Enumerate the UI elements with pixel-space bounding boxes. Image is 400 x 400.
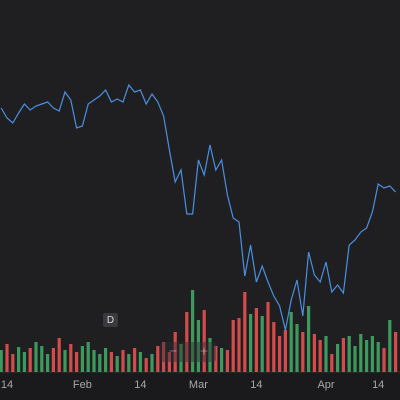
volume-bar [272, 322, 276, 372]
volume-bar [22, 352, 26, 372]
volume-bar [173, 332, 177, 372]
volume-bar [5, 344, 9, 372]
volume-bar [86, 342, 90, 372]
volume-bar [324, 336, 328, 372]
volume-bar [138, 352, 142, 372]
volume-bar [109, 352, 113, 372]
volume-bar [46, 354, 50, 372]
volume-bar [69, 344, 73, 372]
volume-bar [307, 306, 311, 372]
x-axis-strip [0, 372, 400, 400]
volume-bar [388, 320, 392, 372]
volume-bar [370, 336, 374, 372]
x-tick-label: Mar [189, 379, 208, 391]
volume-bar [231, 320, 235, 372]
volume-bar [394, 332, 398, 372]
volume-bar [80, 346, 84, 372]
volume-bar [40, 346, 44, 372]
volume-bar [28, 348, 32, 372]
volume-bar [92, 350, 96, 372]
volume-bar [51, 348, 55, 372]
x-tick-label: 14 [134, 379, 146, 391]
volume-bar [162, 342, 166, 372]
zoom-in[interactable]: + [200, 343, 208, 359]
volume-bar [353, 346, 357, 372]
volume-bar [312, 334, 316, 372]
volume-bar [150, 354, 154, 372]
volume-bar [133, 348, 137, 372]
volume-bar [121, 350, 125, 372]
volume-bar [196, 320, 200, 372]
volume-bar [191, 290, 195, 372]
x-tick-label: Feb [73, 379, 92, 391]
volume-bar [0, 350, 3, 372]
volume-bar [295, 324, 299, 372]
volume-bar [220, 348, 224, 372]
volume-bar [214, 346, 218, 372]
x-tick-label: 14 [372, 379, 384, 391]
volume-bar [237, 318, 241, 372]
volume-bar [365, 340, 369, 372]
marks [0, 83, 398, 372]
volume-bar [156, 346, 160, 372]
volume-bar [104, 348, 108, 372]
volume-bar [336, 344, 340, 372]
volume-bar [202, 310, 206, 372]
interval-button-bg[interactable] [103, 313, 118, 327]
volume-bar [254, 308, 258, 372]
x-tick-label: 14 [250, 379, 262, 391]
volume-bar [382, 348, 386, 372]
volume-bar [17, 347, 21, 372]
zoom-bg [160, 342, 216, 362]
volume-bar [318, 340, 322, 372]
zoom-controls[interactable]: − + [160, 342, 216, 362]
interval-button[interactable]: D [103, 313, 118, 327]
volume-bar [167, 352, 171, 372]
volume-bar [330, 354, 334, 372]
volume-bar [63, 350, 67, 372]
volume-bar [289, 312, 293, 372]
volume-bar [225, 350, 229, 372]
volume-bar [243, 292, 247, 372]
volume-bar [127, 354, 131, 372]
volume-bar [260, 316, 264, 372]
volume-bar [11, 354, 15, 372]
volume-bar [98, 354, 102, 372]
x-tick-label: Apr [317, 379, 334, 391]
volume-bar [359, 334, 363, 372]
volume-bar [278, 336, 282, 372]
volume-bar [144, 358, 148, 372]
volume-bar [208, 338, 212, 372]
volume-bar [179, 344, 183, 372]
volume-bar [341, 338, 345, 372]
volume-bar [185, 312, 189, 372]
volume-bar [301, 332, 305, 372]
volume-bar [347, 336, 351, 372]
volume-bar [34, 342, 38, 372]
volume-bar [283, 330, 287, 372]
x-tick-label: 14 [1, 379, 13, 391]
volume-bar [266, 302, 270, 372]
volume-bar [75, 352, 79, 372]
volume-bar [115, 356, 119, 372]
price-line [0, 83, 397, 331]
interval-label[interactable]: D [107, 315, 114, 326]
volume-bar [57, 338, 61, 372]
volume-bar [249, 314, 253, 372]
zoom-out[interactable]: − [169, 343, 177, 359]
volume-bar [376, 342, 380, 372]
